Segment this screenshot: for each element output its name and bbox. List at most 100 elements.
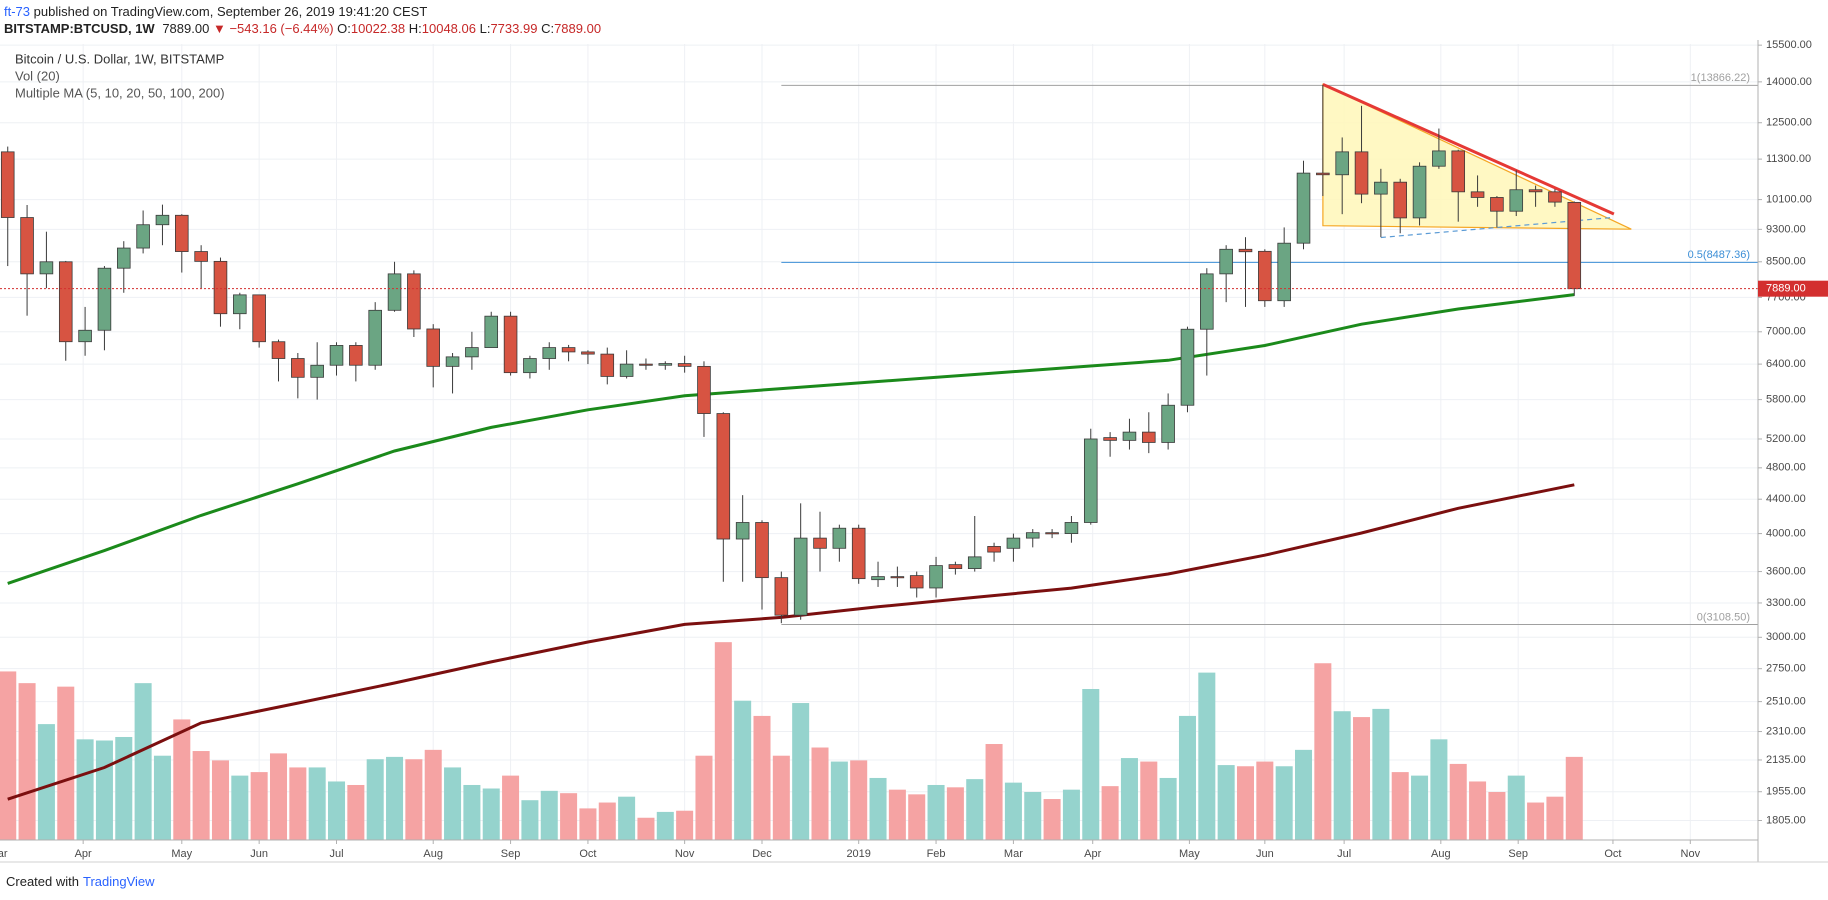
brand-link[interactable]: TradingView <box>82 874 155 889</box>
volume-bar <box>676 810 694 840</box>
volume-bar <box>695 755 713 840</box>
y-tick-label: 5200.00 <box>1766 433 1806 445</box>
x-tick-label: Jul <box>329 848 343 860</box>
candle-body <box>871 576 885 581</box>
volume-bar <box>502 775 520 840</box>
fib-label: 0.5(8487.36) <box>1688 249 1750 261</box>
x-tick-label: Aug <box>423 848 443 860</box>
volume-bar <box>1314 663 1332 840</box>
y-tick-label: 3600.00 <box>1766 565 1806 577</box>
volume-bar <box>850 760 868 840</box>
candle-body <box>1161 404 1175 443</box>
volume-bar <box>444 767 462 840</box>
candle-body <box>387 273 402 311</box>
candle-body <box>561 347 576 353</box>
indicator-label: Multiple MA (5, 10, 20, 50, 100, 200) <box>15 85 225 100</box>
volume-bar <box>1275 766 1293 840</box>
volume-bar <box>1411 775 1429 840</box>
candle-body <box>310 364 324 378</box>
last-price: 7889.00 <box>162 21 210 36</box>
volume-bar <box>192 751 210 840</box>
candle-body <box>1335 151 1349 176</box>
volume-bar <box>1198 672 1216 840</box>
volume-bar <box>1430 739 1448 840</box>
volume-bar <box>1217 765 1235 840</box>
candle-body <box>1296 172 1311 244</box>
candle-body <box>1238 248 1253 253</box>
x-tick-label: Oct <box>579 848 596 860</box>
y-tick-label: 8500.00 <box>1766 256 1806 268</box>
candle-body <box>58 261 73 343</box>
quote-line: BITSTAMP:BTCUSD, 1W 7889.00 ▼ −543.16 (−… <box>4 20 601 37</box>
candle-body <box>697 365 711 414</box>
y-tick-label: 2510.00 <box>1766 696 1806 708</box>
footer-text: Created with <box>6 874 79 889</box>
candle-body <box>194 251 208 262</box>
candle-body <box>1277 242 1291 302</box>
volume-bar <box>1295 749 1313 840</box>
volume-bar <box>37 724 55 840</box>
y-tick-label: 5800.00 <box>1766 394 1806 406</box>
candle-body <box>948 564 963 569</box>
candle-body <box>813 537 827 549</box>
x-tick-label: 2019 <box>846 848 870 860</box>
candle-body <box>1083 438 1098 523</box>
volume-bar <box>618 796 636 840</box>
candle-body <box>0 151 15 218</box>
candle-body <box>581 351 595 355</box>
y-tick-label: 1805.00 <box>1766 814 1806 826</box>
x-tick-label: Feb <box>927 848 946 860</box>
volume-bar <box>1236 766 1255 840</box>
candle-body <box>658 363 673 366</box>
candle-body <box>349 345 363 366</box>
chart-title: Bitcoin / U.S. Dollar, 1W, BITSTAMP <box>15 51 224 66</box>
volume-bar <box>76 739 94 840</box>
candle-body <box>967 556 982 569</box>
x-tick-label: Oct <box>1604 848 1621 860</box>
y-tick-label: 4800.00 <box>1766 462 1806 474</box>
volume-bar <box>115 736 133 840</box>
candle-body <box>465 347 479 358</box>
volume-bar <box>173 719 191 840</box>
candle-body <box>735 522 750 540</box>
volume-bar <box>1333 711 1351 840</box>
x-tick-label: Sep <box>1508 848 1528 860</box>
volume-bar <box>463 784 481 840</box>
dashed-trendline <box>1380 216 1614 239</box>
candle-body <box>291 358 305 378</box>
candle-body <box>426 328 440 367</box>
volume-bar <box>1488 792 1506 840</box>
x-tick-label: Apr <box>1084 848 1101 860</box>
volume-bar <box>153 755 171 840</box>
x-tick-label: May <box>1179 848 1200 860</box>
ohlc-key: L: <box>479 21 491 36</box>
candle-body <box>1064 522 1079 534</box>
volume-bar <box>289 767 307 840</box>
ohlc-value: 10048.06 <box>421 21 476 36</box>
volume-bar <box>598 802 616 840</box>
candle-body <box>252 294 266 343</box>
volume-bar <box>1140 761 1158 840</box>
last-price-label: 7889.00 <box>1766 283 1806 295</box>
y-tick-label: 1955.00 <box>1766 786 1806 798</box>
y-tick-label: 2135.00 <box>1766 754 1806 766</box>
candle-body <box>909 575 924 589</box>
volume-bar <box>1391 772 1409 840</box>
y-tick-label: 15500.00 <box>1766 39 1812 51</box>
candle-body <box>136 224 150 249</box>
volume-bar <box>908 794 926 840</box>
author[interactable]: ft-73 <box>4 4 31 19</box>
volume-bar <box>985 744 1003 840</box>
indicator-label: Vol (20) <box>15 68 60 83</box>
y-tick-label: 9300.00 <box>1766 223 1806 235</box>
volume-bar <box>1101 786 1119 840</box>
volume-bar <box>482 788 500 840</box>
candle-body <box>445 356 460 367</box>
symbol: BITSTAMP:BTCUSD, 1W <box>4 21 155 36</box>
candle-body <box>1200 273 1214 330</box>
y-tick-label: 3000.00 <box>1766 631 1806 643</box>
volume-bar <box>946 787 964 840</box>
ohlc-key: O: <box>337 21 351 36</box>
candle-body <box>793 537 808 616</box>
